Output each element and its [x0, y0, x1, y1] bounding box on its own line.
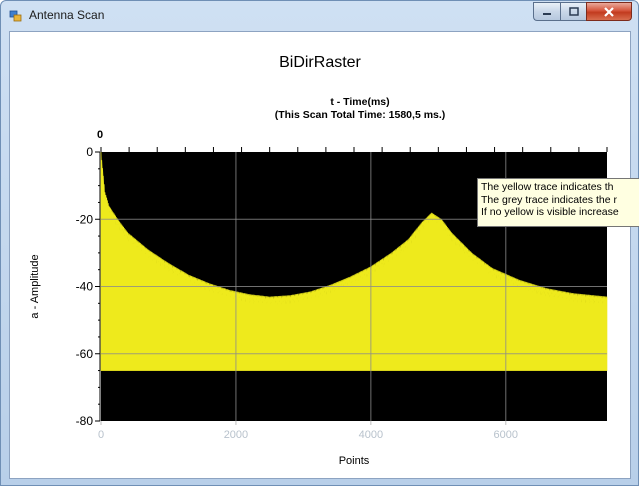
- chart-title: BiDirRaster: [279, 54, 361, 71]
- app-icon: [9, 10, 22, 22]
- y-axis-title: a - Amplitude: [29, 254, 41, 318]
- close-button[interactable]: [586, 2, 632, 21]
- top-axis-title: t - Time(ms): [330, 96, 390, 108]
- x-tick-label: 0: [98, 429, 104, 441]
- tooltip-line-3: If no yellow is visible increase: [481, 206, 619, 218]
- y-tick-label: -60: [76, 347, 94, 361]
- y-tick-label: -20: [76, 212, 94, 226]
- chart-area: BiDirRaster t - Time(ms) (This Scan Tota…: [9, 31, 639, 479]
- y-tick-label: 0: [86, 145, 93, 159]
- caption-buttons: [533, 2, 632, 22]
- top-axis-subtitle: (This Scan Total Time: 1580,5 ms.): [274, 109, 446, 121]
- tooltip-line-1: The yellow trace indicates th: [481, 181, 614, 193]
- x-tick-label: 4000: [359, 429, 383, 441]
- amplitude-trace: [100, 151, 608, 371]
- minimize-icon: [543, 12, 551, 15]
- tooltip-line-2: The grey trace indicates the r: [481, 193, 617, 206]
- window-title: Antenna Scan: [29, 8, 105, 22]
- x-tick-label: 6000: [494, 429, 518, 441]
- maximize-icon: [568, 6, 579, 16]
- close-icon: [604, 6, 614, 17]
- tooltip: The yellow trace indicates th The grey t…: [477, 178, 639, 227]
- top-axis-tick-label: 0: [97, 129, 103, 141]
- x-tick-label: 2000: [224, 429, 248, 441]
- maximize-button[interactable]: [560, 2, 586, 21]
- minimize-button[interactable]: [533, 2, 560, 21]
- y-tick-label: -40: [76, 280, 94, 294]
- y-tick-label: -80: [76, 414, 94, 428]
- x-axis-title: Points: [339, 455, 370, 467]
- title-bar[interactable]: Antenna Scan: [1, 1, 638, 31]
